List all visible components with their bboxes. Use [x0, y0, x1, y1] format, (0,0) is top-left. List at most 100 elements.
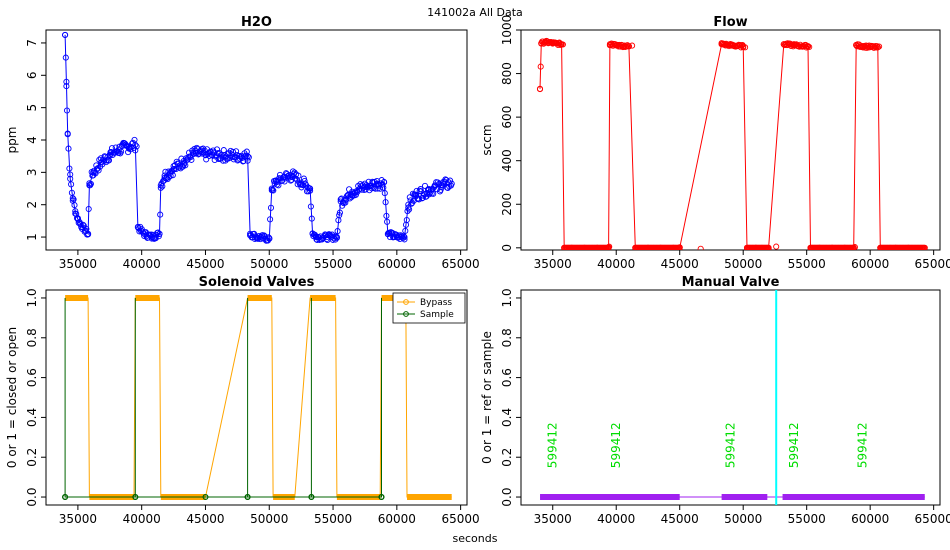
- data-point: [877, 244, 884, 250]
- data-point: [72, 208, 79, 215]
- data-point: [281, 174, 288, 181]
- data-point: [122, 141, 129, 148]
- y-tick-label: 1: [25, 233, 39, 241]
- data-point: [182, 162, 189, 169]
- data-point: [384, 218, 391, 225]
- data-point: [157, 184, 164, 191]
- data-point: [876, 43, 883, 50]
- x-tick-label: 50000: [724, 512, 762, 526]
- plot-frame: [520, 289, 941, 506]
- x-tick-label: 35000: [59, 257, 97, 271]
- data-point: [157, 182, 164, 189]
- x-tick-label: 50000: [250, 512, 288, 526]
- figure-title: 141002a All Data: [427, 6, 523, 19]
- data-point: [133, 143, 140, 150]
- y-tick-label: 2: [25, 201, 39, 209]
- data-point: [841, 244, 848, 250]
- data-point: [132, 141, 139, 148]
- annotation-label: 599412: [856, 422, 870, 468]
- data-point: [581, 244, 588, 250]
- y-tick-label: 6: [25, 71, 39, 79]
- data-point: [372, 185, 379, 192]
- y-tick-label: 1000: [500, 15, 514, 46]
- y-axis-label: 0 or 1 = ref or sample: [480, 331, 494, 464]
- data-point: [289, 172, 296, 179]
- data-point: [448, 180, 455, 187]
- data-point: [413, 187, 420, 194]
- plot-area: [62, 31, 455, 244]
- data-point: [134, 224, 141, 231]
- x-tick-label: 55000: [314, 257, 352, 271]
- y-tick-label: 0.0: [500, 487, 514, 506]
- x-tick-label: 35000: [59, 512, 97, 526]
- sample-point: [62, 494, 69, 501]
- data-point: [625, 43, 632, 50]
- panel-title: Flow: [713, 15, 747, 30]
- data-point: [410, 197, 417, 204]
- panel-h2o: H2O ppm 35000 40000 45000 50000 55000 60000 6500…: [5, 15, 480, 271]
- data-point: [273, 179, 280, 186]
- data-point: [368, 185, 375, 192]
- y-axis-label: ppm: [5, 127, 19, 154]
- data-point: [568, 244, 575, 250]
- x-tick-label: 60000: [851, 512, 889, 526]
- data-point: [412, 191, 420, 199]
- legend-swatch-point: [403, 299, 409, 305]
- data-point: [169, 172, 176, 179]
- data-point: [393, 234, 400, 241]
- data-point: [267, 216, 274, 223]
- y-tick-label: 1.0: [500, 288, 514, 307]
- annotation-label: 599412: [609, 422, 623, 468]
- x-tick-label: 60000: [378, 512, 416, 526]
- legend-box: [392, 292, 466, 324]
- x-tick-label: 40000: [597, 512, 635, 526]
- data-point: [549, 40, 556, 47]
- data-point: [804, 43, 812, 50]
- data-point: [829, 244, 836, 250]
- data-point: [816, 244, 823, 250]
- panel-title: Solenoid Valves: [199, 275, 315, 290]
- data-point: [281, 178, 288, 185]
- x-tick-label: 65000: [442, 257, 480, 271]
- x-tick-label: 40000: [597, 257, 635, 271]
- data-point: [266, 235, 273, 242]
- data-point: [66, 165, 73, 172]
- plot-frame: [45, 289, 468, 506]
- data-point: [349, 188, 356, 195]
- y-tick-label: 800: [500, 62, 514, 85]
- data-point: [425, 187, 432, 194]
- data-point: [87, 180, 94, 187]
- data-point: [247, 230, 254, 237]
- data-point: [253, 234, 260, 241]
- panel-manual-valve: Manual Valve 0 or 1 = ref or sample 35000 4…: [480, 275, 950, 526]
- data-point: [307, 185, 314, 192]
- plot-area: [536, 37, 928, 250]
- data-point: [79, 221, 87, 228]
- data-point: [657, 244, 664, 250]
- data-point: [743, 244, 751, 250]
- data-point: [807, 244, 814, 250]
- data-point: [269, 186, 276, 193]
- data-point: [765, 244, 772, 250]
- data-point: [644, 244, 652, 250]
- panel-title: Manual Valve: [682, 275, 780, 290]
- data-point: [154, 229, 162, 236]
- data-point: [170, 166, 177, 173]
- sample-point: [378, 494, 385, 501]
- data-point: [309, 230, 316, 237]
- data-point: [421, 182, 429, 189]
- data-point: [334, 228, 341, 235]
- plot-area: [62, 294, 452, 501]
- data-point: [727, 42, 734, 49]
- y-tick-label: 200: [500, 193, 514, 216]
- data-point: [152, 235, 159, 242]
- data-point: [403, 216, 410, 224]
- data-point: [381, 190, 388, 197]
- data-point: [307, 187, 314, 194]
- x-tick-label: 50000: [724, 257, 762, 271]
- data-point: [95, 167, 102, 174]
- data-point: [866, 44, 874, 51]
- data-point: [402, 227, 409, 234]
- data-point: [624, 42, 631, 49]
- data-point: [63, 78, 70, 85]
